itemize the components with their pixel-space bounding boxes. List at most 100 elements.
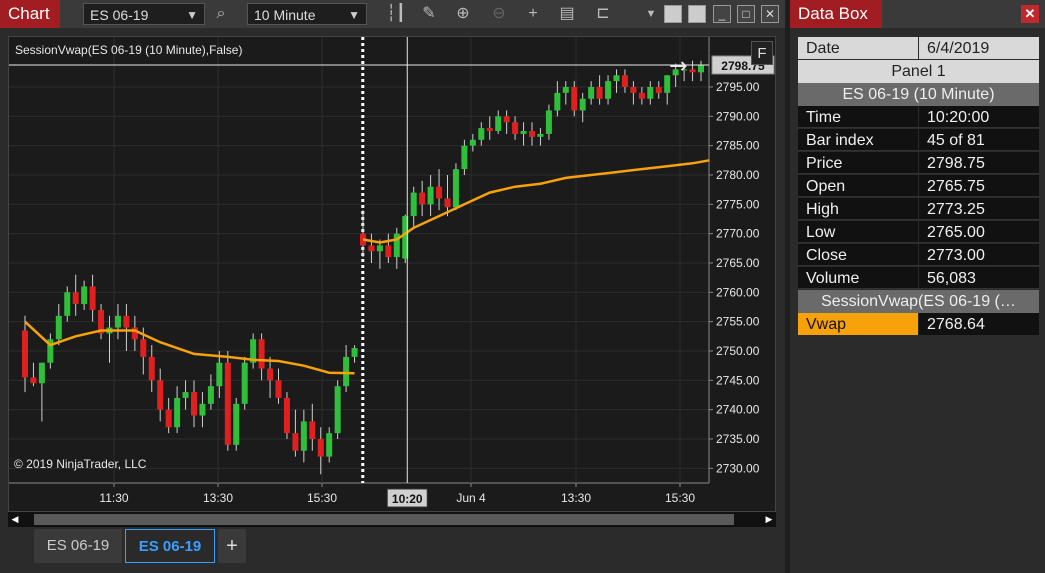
- close-icon[interactable]: ✕: [1021, 5, 1039, 23]
- candle-down: [98, 309, 105, 334]
- candle-up: [647, 87, 654, 99]
- x-tick-label: 15:30: [665, 491, 695, 505]
- scroll-right-icon[interactable]: ▶: [765, 514, 773, 524]
- candle-up: [334, 386, 341, 434]
- y-tick-label: 2790.00: [716, 109, 760, 123]
- chart-style-icon[interactable]: ┆┃: [386, 5, 406, 22]
- candle-up: [461, 145, 468, 170]
- candle-down: [22, 330, 28, 378]
- candle-up: [55, 315, 62, 340]
- crosshair-icon[interactable]: +: [528, 5, 538, 22]
- candle-down: [689, 69, 696, 73]
- add-tab-button[interactable]: +: [218, 529, 246, 563]
- window-button-icon[interactable]: [688, 5, 706, 23]
- y-tick-label: 2795.00: [716, 80, 760, 94]
- menu-dropdown-icon[interactable]: ▼: [645, 8, 657, 20]
- candle-down: [486, 128, 493, 131]
- panel-header: Panel 1: [798, 60, 1039, 83]
- instrument-selector[interactable]: ES 06-19 ▼: [83, 3, 205, 25]
- y-tick-label: 2755.00: [716, 315, 760, 329]
- candle-up: [562, 87, 569, 93]
- candle-up: [613, 75, 620, 82]
- data-row-label: Bar index: [798, 129, 918, 151]
- y-tick-label: 2735.00: [716, 432, 760, 446]
- chart-window-title[interactable]: Chart: [0, 0, 60, 28]
- arrow-right-icon: →: [669, 54, 687, 79]
- candle-up: [579, 98, 586, 111]
- data-row-value: 2765.00: [919, 221, 1039, 243]
- candle-up: [207, 386, 214, 404]
- minimize-icon[interactable]: _: [713, 5, 731, 23]
- maximize-icon[interactable]: □: [737, 5, 755, 23]
- candle-down: [165, 409, 172, 428]
- candle-down: [368, 245, 375, 252]
- horizontal-scrollbar[interactable]: ◀ ▶: [8, 512, 776, 527]
- search-icon[interactable]: ⌕: [216, 5, 226, 22]
- candle-up: [478, 128, 485, 140]
- y-tick-label: 2760.00: [716, 285, 760, 299]
- candle-down: [419, 192, 426, 205]
- y-tick-label: 2775.00: [716, 197, 760, 211]
- candle-up: [664, 75, 671, 93]
- drawing-tool-pencil-icon[interactable]: ✎: [422, 5, 436, 22]
- data-row-value: 2773.25: [919, 198, 1039, 220]
- data-row-value: 56,083: [919, 267, 1039, 289]
- tab-es-06-19-active[interactable]: ES 06-19: [125, 529, 215, 563]
- data-row-value: 10:20:00: [919, 106, 1039, 128]
- scroll-left-icon[interactable]: ◀: [11, 514, 19, 524]
- zoom-in-icon[interactable]: ⊕: [456, 5, 470, 22]
- candle-up: [182, 392, 189, 398]
- candle-down: [655, 87, 662, 93]
- y-tick-label: 2730.00: [716, 461, 760, 475]
- candle-down: [529, 131, 535, 137]
- candle-down: [148, 356, 155, 381]
- data-row-value: 45 of 81: [919, 129, 1039, 151]
- candle-down: [140, 339, 147, 357]
- y-tick-label: 2770.00: [716, 227, 760, 241]
- data-row-value: 2765.75: [919, 175, 1039, 197]
- candle-down: [123, 315, 130, 328]
- data-row-label: Time: [798, 106, 918, 128]
- candle-down: [72, 292, 79, 305]
- data-row-label: Price: [798, 152, 918, 174]
- candle-up: [393, 233, 400, 258]
- price-chart[interactable]: 2795.00 2790.00 2785.00 2780.00 2775.00 2770.…: [9, 37, 775, 511]
- candle-up: [81, 286, 88, 305]
- scroll-thumb[interactable]: [34, 514, 734, 525]
- data-row-value: 2798.75: [919, 152, 1039, 174]
- candle-up: [300, 421, 307, 451]
- series-header: ES 06-19 (10 Minute): [798, 83, 1039, 106]
- candle-up: [216, 362, 223, 387]
- candle-down: [571, 87, 578, 111]
- candle-up: [343, 356, 350, 387]
- y-tick-label: 2745.00: [716, 373, 760, 387]
- y-tick-label: 2750.00: [716, 344, 760, 358]
- interval-selector[interactable]: 10 Minute ▼: [247, 3, 367, 25]
- window-button-icon[interactable]: [664, 5, 682, 23]
- data-row-label: Low: [798, 221, 918, 243]
- zoom-out-icon[interactable]: ⊖: [492, 5, 506, 22]
- time-marker-label: 10:20: [392, 492, 423, 506]
- candle-up: [452, 169, 459, 208]
- y-tick-label: 2780.00: [716, 168, 760, 182]
- close-icon[interactable]: ✕: [761, 5, 779, 23]
- y-tick-label: 2785.00: [716, 139, 760, 153]
- strategies-icon[interactable]: ⊏: [596, 5, 610, 22]
- data-row-label: Volume: [798, 267, 918, 289]
- x-tick-label: 13:30: [203, 491, 233, 505]
- vwap-label: Vwap: [798, 313, 918, 335]
- candle-down: [191, 392, 197, 416]
- x-tick-label: 11:30: [99, 491, 128, 505]
- candle-up: [427, 186, 434, 205]
- f-button[interactable]: F: [751, 41, 773, 65]
- tab-es-06-19[interactable]: ES 06-19: [34, 529, 122, 563]
- data-series-icon[interactable]: ▤: [559, 5, 575, 22]
- candle-down: [638, 92, 645, 99]
- candle-up: [605, 81, 612, 99]
- chart-plot-area[interactable]: 2795.00 2790.00 2785.00 2780.00 2775.00 2770.…: [8, 36, 776, 512]
- indicator-label: SessionVwap(ES 06-19 (10 Minute),False): [15, 43, 243, 57]
- time-marker-box: [386, 488, 428, 508]
- candle-up: [250, 339, 257, 363]
- data-row-value: 2773.00: [919, 244, 1039, 266]
- x-tick-label: 13:30: [561, 491, 591, 505]
